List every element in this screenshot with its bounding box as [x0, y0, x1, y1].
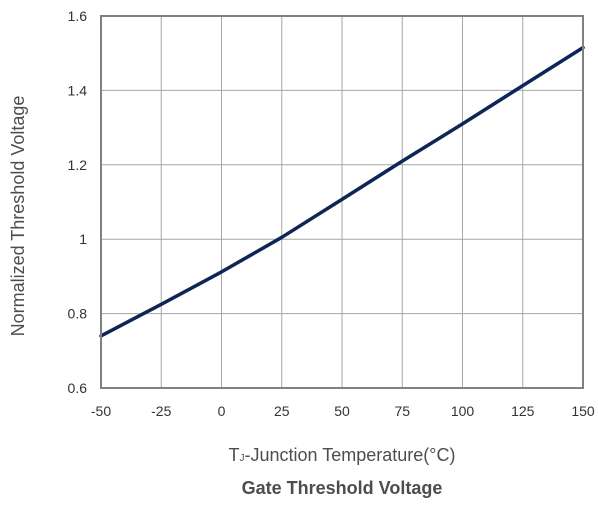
x-axis-label-subscript: J — [239, 453, 245, 464]
x-tick-label: 0 — [218, 403, 226, 419]
grid — [100, 15, 584, 389]
y-tick-label: 0.8 — [68, 306, 88, 322]
plot-frame — [100, 15, 584, 389]
series-line — [99, 45, 585, 338]
series-layer — [99, 45, 585, 338]
y-tick-labels: 0.6 0.8 1 1.2 1.4 1.6 — [68, 8, 88, 396]
x-axis-label-main: T — [228, 445, 240, 465]
x-tick-label: -25 — [151, 403, 171, 419]
y-tick-label: 0.6 — [68, 380, 88, 396]
y-axis-label: Normalized Threshold Voltage — [8, 96, 28, 337]
x-tick-label: 100 — [451, 403, 475, 419]
x-tick-label: 125 — [511, 403, 535, 419]
chart-title: Gate Threshold Voltage — [241, 478, 443, 498]
x-tick-label: 25 — [274, 403, 290, 419]
x-tick-label: 150 — [571, 403, 595, 419]
x-tick-label: 75 — [394, 403, 410, 419]
y-tick-label: 1.2 — [68, 157, 88, 173]
x-tick-labels: -50 -25 0 25 50 75 100 125 150 — [91, 403, 595, 419]
x-axis-label-rest: -Junction Temperature(°C) — [244, 445, 456, 465]
y-tick-label: 1.4 — [68, 82, 88, 98]
x-tick-label: -50 — [91, 403, 111, 419]
x-tick-label: 50 — [334, 403, 350, 419]
y-tick-label: 1.6 — [68, 8, 88, 24]
x-axis-label: TJ-Junction Temperature(°C) — [100, 445, 584, 466]
y-tick-label: 1 — [79, 231, 87, 247]
